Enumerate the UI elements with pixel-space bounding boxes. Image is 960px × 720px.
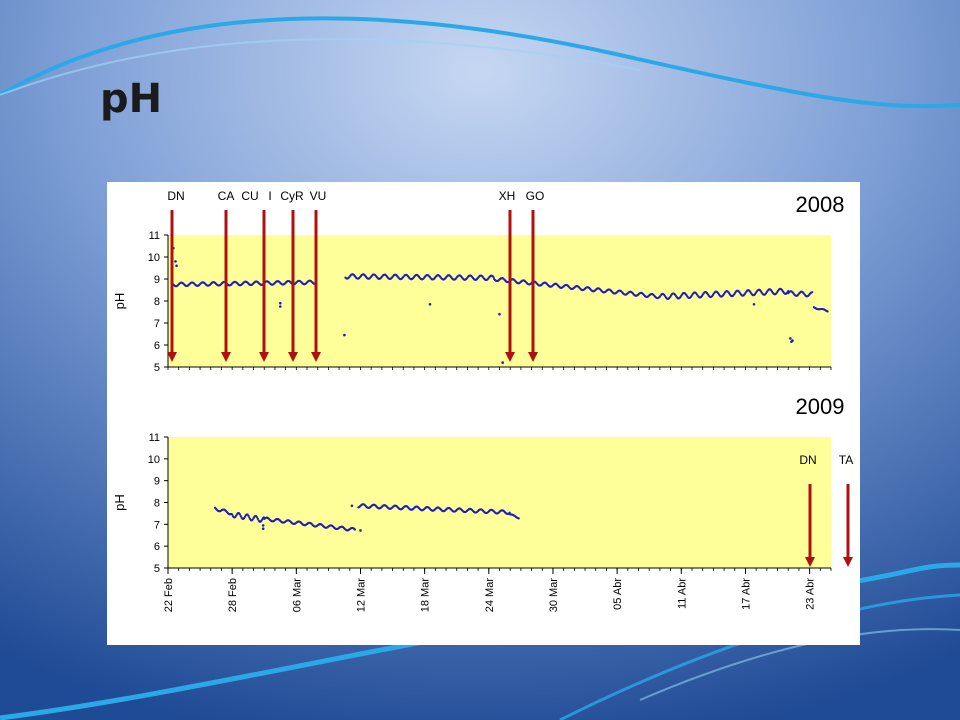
y-tick-label: 7: [154, 519, 160, 531]
data-point-outlier: [343, 333, 346, 337]
data-point-outlier: [278, 301, 282, 305]
y-axis-label: pH: [112, 293, 127, 310]
chart-panel-2008: 5 6 7 8 9 10 11 pH 2008 DN CA CU I CyR VU XH GO: [112, 189, 844, 374]
data-point: [248, 516, 251, 519]
x-tick-label: 18 Mar: [420, 578, 432, 613]
data-point: [353, 528, 357, 531]
data-point-outlier: [498, 312, 501, 316]
data-point: [826, 310, 829, 313]
y-tick-label: 7: [154, 318, 160, 330]
data-point-outlier: [261, 524, 265, 527]
event-label: DN: [799, 453, 816, 467]
plot-area: [168, 437, 831, 568]
event-markers: DN TA: [799, 453, 853, 567]
data-point-outlier: [791, 339, 794, 342]
event-label: TA: [839, 453, 853, 467]
slide-title: pH: [100, 76, 163, 122]
data-point-outlier: [350, 504, 354, 508]
y-tick-label: 11: [149, 230, 160, 242]
ph-series: [213, 503, 520, 532]
data-point: [239, 514, 242, 518]
data-point: [492, 275, 495, 279]
plot-area: [168, 235, 831, 367]
y-tick-label: 5: [154, 563, 160, 575]
event-markers: DN CA CU I CyR VU XH GO: [167, 189, 545, 362]
x-tick-label: 28 Feb: [227, 578, 239, 612]
data-point-outlier: [278, 305, 282, 308]
data-point: [508, 511, 511, 514]
y-tick-label: 9: [154, 476, 160, 488]
event-label: GO: [526, 189, 545, 203]
data-point-outlier: [428, 303, 432, 306]
data-point: [247, 514, 250, 517]
y-tick-label: 6: [154, 340, 160, 352]
event-label: VU: [310, 189, 327, 203]
event-label: CU: [241, 189, 258, 203]
data-point-outlier: [752, 303, 756, 306]
panel-year-label: 2008: [796, 192, 845, 217]
y-tick-label: 9: [154, 274, 160, 286]
x-tick-label: 24 Mar: [484, 578, 496, 613]
y-tick-label: 11: [149, 432, 160, 444]
data-point-outlier: [261, 527, 265, 530]
x-tick-label: 12 Mar: [355, 578, 367, 613]
data-point-outlier: [789, 337, 792, 340]
x-tick-label: 30 Mar: [548, 578, 560, 613]
data-point: [231, 513, 234, 516]
data-point: [256, 517, 259, 520]
data-point: [255, 516, 259, 519]
panel-year-label: 2009: [796, 394, 845, 419]
event-label: CyR: [280, 189, 304, 203]
event-label: CA: [218, 189, 235, 203]
event-label: DN: [167, 189, 184, 203]
data-point: [238, 513, 241, 516]
ph-series: [172, 246, 829, 364]
x-tick-label: 23 Abr: [805, 578, 817, 610]
y-tick-label: 10: [148, 454, 160, 466]
event-label: XH: [499, 189, 516, 203]
data-point-outlier: [359, 529, 362, 532]
x-tick-label: 17 Abr: [740, 578, 752, 610]
y-axis-label: pH: [112, 494, 127, 511]
y-tick-label: 8: [154, 498, 160, 510]
x-tick-label: 11 Abr: [676, 578, 688, 609]
data-point-outlier: [501, 361, 505, 364]
data-point: [517, 517, 520, 520]
chart-panel-2009: 5 6 7 8 9 10 11 22 Feb 28 Feb 06 Mar 12 Mar 18 Mar 2…: [112, 394, 853, 612]
y-tick-label: 6: [154, 541, 160, 553]
x-tick-label: 22 Feb: [163, 578, 175, 612]
y-tick-label: 5: [154, 362, 160, 374]
x-tick-label: 06 Mar: [291, 578, 303, 613]
data-point-outlier: [175, 264, 178, 268]
y-tick-label: 10: [148, 252, 160, 264]
x-tick-label: 05 Abr: [612, 578, 624, 610]
event-label: I: [268, 189, 271, 203]
data-point: [811, 291, 814, 294]
y-tick-label: 8: [154, 296, 160, 308]
data-point-outlier: [174, 260, 177, 263]
